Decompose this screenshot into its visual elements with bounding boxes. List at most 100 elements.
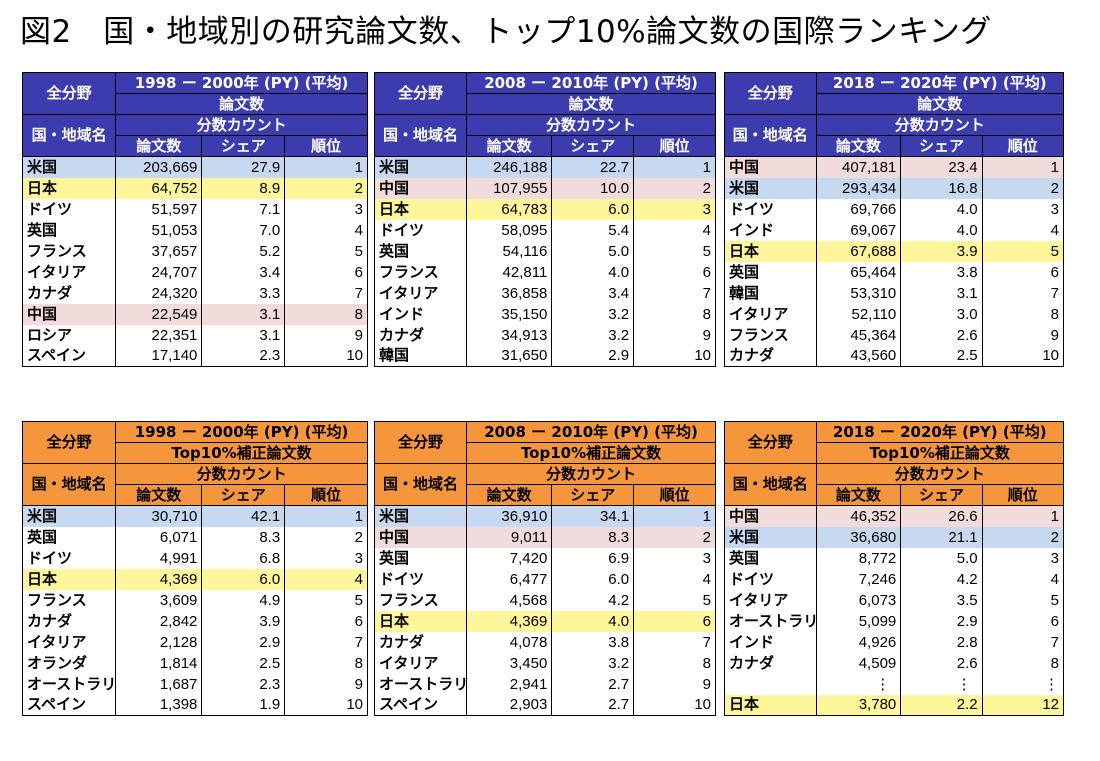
country-name: カナダ [724,652,817,674]
country-name: イタリア [724,589,817,611]
ranking-table: 全分野 2008 ー 2010年 (PY) (平均) 論文数 国・地域名 分数カウント論… [373,72,716,367]
table-row: イタリア 24,707 3.4 6 [21,261,368,283]
table-row: ドイツ 4,991 6.8 3 [21,547,368,569]
share-value: 2.5 [201,652,286,674]
col-header-rank: 順位 [981,484,1065,506]
country-name: フランス [724,324,817,346]
country-name: 中国 [373,177,468,199]
field-label: 全分野 [724,421,817,464]
rank-value: 8 [284,652,368,674]
table-row: カナダ 34,913 3.2 9 [373,324,716,346]
col-header-papers: 論文数 [466,484,553,506]
country-name: イタリア [373,282,468,304]
share-value: 4.0 [551,610,635,632]
ranking-table: 全分野 1998 ー 2000年 (PY) (平均) Top10%補正論文数 国・地域… [21,421,368,716]
count-method-label: 分数カウント [815,463,1065,485]
table-row: 米国 30,710 42.1 1 [21,505,368,527]
paper-count: 4,078 [466,631,553,653]
ranking-table: 全分野 2008 ー 2010年 (PY) (平均) Top10%補正論文数 国・地域… [373,421,716,716]
share-value: 7.0 [201,219,286,241]
col-header-share: シェア [201,135,286,157]
paper-count: 42,811 [466,261,553,283]
country-name: インド [373,303,468,325]
table-row: インド 35,150 3.2 8 [373,303,716,325]
rank-value: 6 [981,610,1065,632]
rank-value: 4 [981,568,1065,590]
table-row: 米国 293,434 16.8 2 [724,177,1065,199]
paper-count: 54,116 [466,240,553,262]
col-header-rank: 順位 [284,135,368,157]
country-name: ドイツ [21,547,117,569]
paper-count: 64,752 [115,177,203,199]
share-value: 16.8 [900,177,983,199]
paper-count: 1,814 [115,652,203,674]
rank-value: 9 [981,324,1065,346]
metric-label: 論文数 [466,93,716,115]
rank-value: 6 [633,261,716,283]
share-value: 3.2 [551,324,635,346]
share-value: 1.9 [201,694,286,716]
table-row: イタリア 3,450 3.2 8 [373,652,716,674]
share-value: 4.0 [900,198,983,220]
rank-value: 2 [633,526,716,548]
rank-value: 8 [981,652,1065,674]
paper-count: 4,926 [815,631,902,653]
rank-value: 4 [981,219,1065,241]
paper-count: 4,369 [466,610,553,632]
share-value: ⋮ [900,673,983,695]
paper-count: 30,710 [115,505,203,527]
paper-count: 64,783 [466,198,553,220]
share-value: 5.0 [551,240,635,262]
period-label: 1998 ー 2000年 (PY) (平均) [115,421,368,443]
table-row: ドイツ 7,246 4.2 4 [724,568,1065,590]
country-header: 国・地域名 [724,114,817,157]
paper-count: 3,609 [115,589,203,611]
paper-count: 36,910 [466,505,553,527]
share-value: 6.0 [201,568,286,590]
country-name: スペイン [21,694,117,716]
paper-count: 69,067 [815,219,902,241]
paper-count: 65,464 [815,261,902,283]
rank-value: 1 [284,505,368,527]
country-name: 韓国 [724,282,817,304]
country-header: 国・地域名 [724,463,817,506]
table-row: 韓国 31,650 2.9 10 [373,345,716,367]
col-header-rank: 順位 [633,484,716,506]
paper-count: 5,099 [815,610,902,632]
table-row: 英国 54,116 5.0 5 [373,240,716,262]
paper-count: 67,688 [815,240,902,262]
rank-value: 4 [633,568,716,590]
paper-count: 7,246 [815,568,902,590]
share-value: 6.8 [201,547,286,569]
share-value: 3.3 [201,282,286,304]
ranking-panel-5: 全分野 2008 ー 2010年 (PY) (平均) Top10%補正論文数 国・地域… [373,421,716,716]
rank-value: 8 [981,303,1065,325]
table-row: スペイン 2,903 2.7 10 [373,694,716,716]
country-name: 英国 [21,219,117,241]
period-label: 2008 ー 2010年 (PY) (平均) [466,72,716,94]
figure-title: 図2 国・地域別の研究論文数、トップ10%論文数の国際ランキング [20,14,992,50]
paper-count: 107,955 [466,177,553,199]
share-value: 3.1 [201,303,286,325]
paper-count: 6,073 [815,589,902,611]
paper-count: 45,364 [815,324,902,346]
rank-value: 6 [633,610,716,632]
share-value: 3.2 [551,303,635,325]
country-name: イタリア [21,261,117,283]
period-label: 1998 ー 2000年 (PY) (平均) [115,72,368,94]
rank-value: 12 [981,694,1065,716]
country-name: 日本 [373,610,468,632]
paper-count: ⋮ [815,673,902,695]
rank-value: 8 [284,303,368,325]
paper-count: 2,903 [466,694,553,716]
paper-count: 9,011 [466,526,553,548]
country-name: スペイン [373,694,468,716]
country-name [724,673,817,695]
table-row: 英国 8,772 5.0 3 [724,547,1065,569]
paper-count: 46,352 [815,505,902,527]
country-name: カナダ [373,324,468,346]
rank-value: 3 [284,547,368,569]
ranking-table: 全分野 1998 ー 2000年 (PY) (平均) 論文数 国・地域名 分数カウント論… [21,72,368,367]
